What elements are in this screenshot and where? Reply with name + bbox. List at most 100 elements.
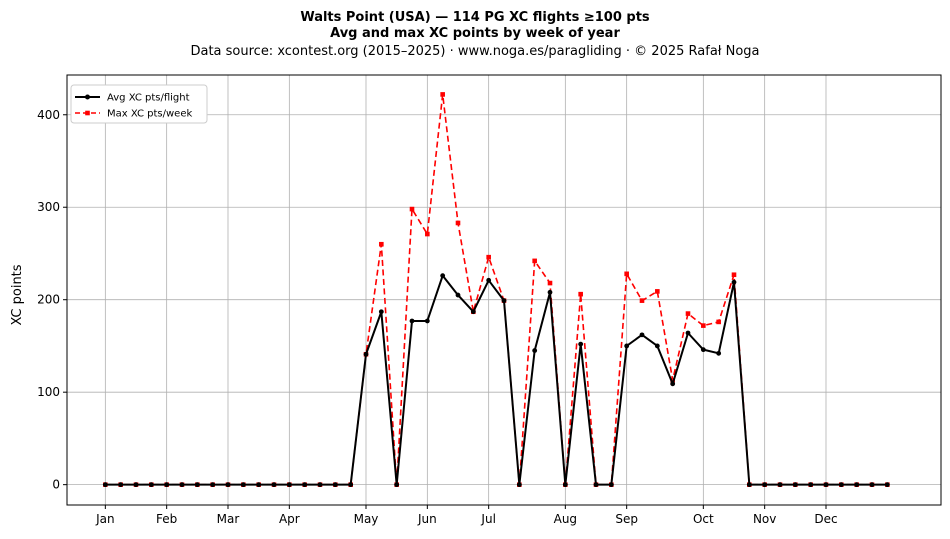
y-tick-label: 300: [37, 200, 60, 214]
data-point-max: [532, 258, 537, 264]
data-point-avg: [808, 482, 814, 488]
data-point-avg: [746, 482, 752, 488]
data-point-avg: [532, 348, 538, 353]
data-point-avg: [762, 482, 768, 488]
legend-label-avg: Avg XC pts/flight: [107, 93, 190, 104]
data-point-avg: [409, 318, 415, 324]
data-point-avg: [271, 482, 277, 488]
x-tick-label-sep: Sep: [615, 512, 638, 526]
grid-layer: [67, 75, 941, 505]
data-point-avg: [240, 482, 246, 488]
data-point-max: [379, 241, 384, 247]
x-tick-label-mar: Mar: [217, 512, 240, 526]
x-tick-label-nov: Nov: [753, 512, 776, 526]
data-point-avg: [332, 482, 338, 488]
data-point-max: [670, 377, 675, 383]
data-point-avg: [670, 381, 676, 387]
data-point-max: [440, 92, 445, 97]
data-point-avg: [118, 482, 124, 488]
data-point-avg: [700, 347, 706, 353]
data-point-avg: [348, 482, 354, 488]
data-point-max: [409, 206, 415, 212]
data-point-avg: [424, 318, 430, 324]
data-point-avg: [547, 289, 553, 295]
data-point-avg: [854, 482, 860, 488]
series-line-avg: [105, 274, 888, 486]
data-point-avg: [225, 482, 231, 488]
x-tick-layer: Jan Feb Mar Apr May Jun Jul Aug Sep Oct Nov Dec: [95, 505, 838, 526]
data-point-max: [486, 254, 491, 260]
x-tick-label-jan: Jan: [95, 512, 115, 526]
data-point-avg: [578, 341, 584, 347]
data-point-avg: [624, 343, 630, 349]
data-point-avg: [792, 482, 798, 488]
data-point-avg: [716, 350, 722, 356]
x-tick-label-jun: Jun: [417, 512, 437, 526]
x-tick-label-aug: Aug: [554, 512, 577, 526]
y-tick-layer: 0 100 200 300 400: [37, 108, 67, 492]
data-point-avg: [731, 279, 737, 285]
data-point-avg: [378, 309, 384, 315]
data-point-max: [639, 298, 645, 303]
x-tick-label-apr: Apr: [279, 512, 300, 526]
data-point-avg: [593, 482, 599, 488]
y-tick-label: 400: [37, 108, 60, 122]
legend-marker-max: [85, 110, 90, 116]
chart-subtitle: Data source: xcontest.org (2015–2025) · …: [190, 44, 759, 59]
data-point-avg: [194, 482, 200, 488]
data-point-avg: [210, 482, 216, 488]
x-tick-label-dec: Dec: [814, 512, 837, 526]
data-point-max: [547, 280, 553, 286]
data-point-avg: [440, 273, 446, 279]
data-point-avg: [608, 482, 614, 488]
data-point-avg: [654, 343, 660, 349]
data-point-avg: [256, 482, 262, 488]
data-point-avg: [133, 482, 139, 488]
data-point-max: [685, 311, 691, 316]
data-point-avg: [884, 482, 890, 488]
data-point-avg: [562, 482, 568, 488]
data-point-avg: [302, 482, 308, 488]
data-point-max: [701, 323, 706, 328]
x-tick-label-may: May: [354, 512, 379, 526]
data-point-avg: [455, 292, 461, 298]
data-point-avg: [501, 298, 507, 304]
data-point-max: [425, 231, 430, 237]
data-point-avg: [148, 482, 154, 488]
y-tick-label: 200: [37, 293, 60, 307]
data-point-avg: [486, 277, 492, 283]
x-tick-label-oct: Oct: [693, 512, 714, 526]
data-point-avg: [470, 309, 476, 315]
data-point-avg: [102, 482, 108, 488]
x-tick-label-jul: Jul: [480, 512, 495, 526]
data-point-avg: [164, 482, 170, 488]
data-point-max: [655, 289, 660, 294]
data-point-avg: [869, 482, 875, 488]
legend: Avg XC pts/flight Max XC pts/week: [70, 84, 208, 124]
data-point-max: [455, 220, 461, 226]
legend-box: [70, 84, 208, 124]
legend-marker-avg: [85, 94, 90, 100]
data-point-max: [716, 319, 721, 325]
y-tick-label: 0: [52, 478, 60, 492]
data-point-max: [624, 271, 629, 277]
data-point-avg: [286, 482, 292, 488]
data-point-avg: [639, 332, 645, 338]
data-point-avg: [516, 482, 522, 488]
x-tick-label-feb: Feb: [156, 512, 177, 526]
data-point-avg: [179, 482, 185, 488]
data-point-avg: [685, 330, 691, 336]
data-point-avg: [838, 482, 844, 488]
chart-title: Walts Point (USA) — 114 PG XC flights ≥1…: [300, 10, 650, 25]
series-layer: [102, 92, 890, 488]
legend-label-max: Max XC pts/week: [107, 109, 192, 120]
plot-frame: [66, 74, 942, 506]
data-point-max: [731, 272, 737, 278]
data-point-avg: [777, 482, 783, 488]
data-point-max: [578, 291, 583, 297]
data-point-avg: [363, 351, 369, 357]
y-axis-label: XC points: [10, 264, 25, 325]
y-tick-label: 100: [37, 385, 60, 399]
